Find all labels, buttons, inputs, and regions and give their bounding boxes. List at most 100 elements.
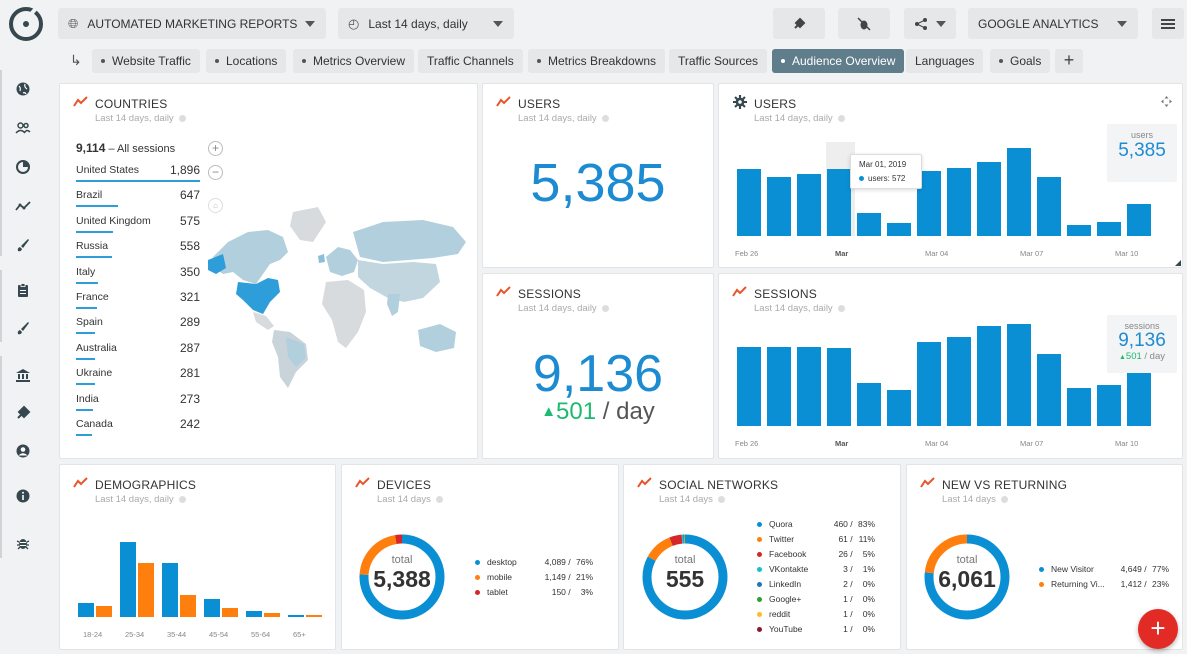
legend-item[interactable]: Twitter 61 / 11% [757,534,875,549]
map-region-greenland[interactable] [290,207,326,242]
info-dot-icon[interactable] [435,496,443,503]
map-region-africa[interactable] [322,280,366,348]
analytics-icon[interactable] [15,159,31,175]
map-region-mexico[interactable] [253,312,274,330]
country-row[interactable]: Spain 289 [76,315,200,340]
map-region-india[interactable] [387,294,400,316]
new-vs-returning-donut-chart[interactable] [921,531,1013,623]
globe-icon[interactable] [15,81,31,97]
date-range-selector[interactable]: ◴ Last 14 days, daily [338,8,514,39]
country-row[interactable]: Russia 558 [76,239,200,264]
brush-icon[interactable] [15,320,31,336]
chart-bar[interactable] [1007,147,1031,236]
country-row[interactable]: Italy 350 [76,265,200,290]
clipboard-icon[interactable] [15,282,31,298]
chart-bar[interactable] [120,541,136,617]
bug-icon[interactable] [15,535,31,551]
chart-bar[interactable] [1067,388,1091,426]
tab-traffic-sources[interactable]: Traffic Sources [669,49,768,73]
tab-traffic-channels[interactable]: Traffic Channels [418,49,523,73]
chart-bar[interactable] [1127,204,1151,236]
map-region-russia[interactable] [353,220,466,262]
tab-website-traffic[interactable]: Website Traffic [92,49,200,73]
map-region-united-kingdom[interactable] [318,254,325,263]
chart-bar[interactable] [857,212,881,236]
chart-bar[interactable] [737,168,761,236]
tab-languages[interactable]: Languages [906,49,984,73]
chart-bar[interactable] [737,346,761,426]
chart-bar[interactable] [887,223,911,236]
country-row[interactable]: United Kingdom 575 [76,214,200,239]
debug-button[interactable] [838,8,890,39]
chart-bar[interactable] [797,346,821,426]
map-region-brazil[interactable] [286,337,306,367]
legend-item[interactable]: LinkedIn 2 / 0% [757,579,875,594]
legend-item[interactable]: Returning Vi... 1,412 / 23% [1039,579,1169,594]
legend-item[interactable]: New Visitor 4,649 / 77% [1039,564,1169,579]
demographics-bar-chart[interactable] [76,537,328,617]
add-widget-button[interactable]: + [1138,609,1178,649]
chart-bar[interactable] [947,167,971,236]
legend-item[interactable]: YouTube 1 / 0% [757,624,875,639]
chart-bar[interactable] [1067,224,1091,236]
chart-bar[interactable] [138,562,154,617]
info-dot-icon[interactable] [601,305,609,312]
tab-goals[interactable]: Goals [990,49,1051,73]
info-dot-icon[interactable] [837,305,845,312]
home-icon[interactable]: ⌂ [208,198,223,213]
chart-bar[interactable] [947,336,971,426]
chart-bar[interactable] [204,598,220,617]
users-bar-chart[interactable] [734,142,1154,236]
country-row[interactable]: France 321 [76,290,200,315]
zoom-out-button[interactable]: − [208,165,223,180]
chart-bar[interactable] [264,613,280,617]
world-map[interactable] [208,202,470,390]
resize-handle-icon[interactable] [1175,260,1181,266]
map-region-canada[interactable] [213,230,288,284]
donut-slice[interactable] [642,534,728,620]
chart-bar[interactable] [180,595,196,617]
chart-bar[interactable] [306,615,322,617]
chart-bar[interactable] [96,605,112,617]
chart-bar[interactable] [1097,221,1121,236]
users-icon[interactable] [15,120,31,136]
legend-item[interactable]: Google+ 1 / 0% [757,594,875,609]
info-icon[interactable] [15,488,31,504]
chart-bar[interactable] [78,603,94,617]
chart-bar[interactable] [977,162,1001,236]
devices-donut-chart[interactable] [356,531,448,623]
chart-bar[interactable] [827,168,851,236]
legend-item[interactable]: Facebook 26 / 5% [757,549,875,564]
app-logo[interactable] [9,7,43,41]
integrations-button[interactable] [773,8,825,39]
chart-bar[interactable] [1037,354,1061,426]
info-dot-icon[interactable] [837,115,845,122]
zoom-in-button[interactable]: + [208,141,223,156]
chart-bar[interactable] [246,611,262,617]
legend-item[interactable]: mobile 1,149 / 21% [475,572,593,587]
share-menu-button[interactable] [904,8,956,39]
expand-icon[interactable] [1161,96,1172,107]
chart-bar[interactable] [767,347,791,426]
bank-icon[interactable] [15,367,31,383]
legend-item[interactable]: desktop 4,089 / 76% [475,557,593,572]
chart-bar[interactable] [887,389,911,426]
legend-item[interactable]: VKontakte 3 / 1% [757,564,875,579]
country-row[interactable]: Canada 242 [76,417,200,442]
chart-bar[interactable] [162,563,178,617]
donut-slice[interactable] [359,534,445,620]
info-dot-icon[interactable] [178,496,186,503]
user-circle-icon[interactable] [15,443,31,459]
chart-bar[interactable] [288,614,304,617]
brush-icon[interactable] [15,237,31,253]
legend-item[interactable]: Quora 460 / 83% [757,519,875,534]
country-row[interactable]: United States 1,896 [76,163,200,188]
info-dot-icon[interactable] [178,115,186,122]
report-selector[interactable]: 🌐︎ AUTOMATED MARKETING REPORTS [58,8,326,39]
plug-icon[interactable] [15,405,31,421]
chart-bar[interactable] [1007,324,1031,426]
country-row[interactable]: Ukraine 281 [76,366,200,391]
legend-item[interactable]: tablet 150 / 3% [475,587,593,602]
chart-bar[interactable] [1037,177,1061,236]
info-dot-icon[interactable] [1000,496,1008,503]
